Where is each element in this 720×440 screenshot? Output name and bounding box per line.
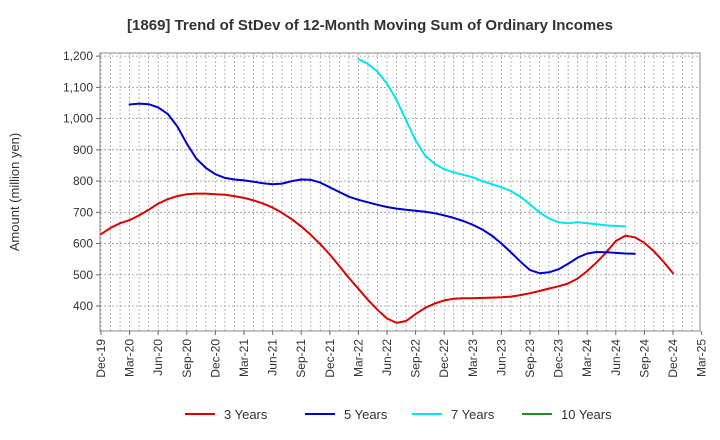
legend: 3 Years 5 Years 7 Years 10 Years — [185, 407, 612, 422]
x-axis: Dec-19 Mar-20 Jun-20 Sep-20 Dec-20 Mar-21 Jun-… — [94, 331, 709, 378]
y-tick-label: 600 — [73, 237, 93, 251]
x-tick-label: Jun-22 — [380, 339, 394, 376]
legend-label: 7 Years — [451, 407, 495, 422]
y-tick-label: 900 — [73, 143, 93, 157]
series-line — [128, 102, 636, 275]
x-tick-label: Jun-24 — [609, 339, 623, 376]
x-tick-label: Mar-20 — [123, 339, 137, 377]
chart-title: [1869] Trend of StDev of 12-Month Moving… — [127, 17, 613, 34]
x-tick-label: Jun-21 — [266, 339, 280, 376]
y-tick-label: 700 — [73, 205, 93, 219]
series-lines — [100, 58, 674, 324]
y-tick-label: 800 — [73, 174, 93, 188]
series-line — [100, 192, 674, 324]
grid-lines — [100, 53, 700, 331]
y-tick-label: 1,100 — [63, 80, 93, 94]
x-tick-label: Dec-19 — [94, 339, 108, 378]
x-tick-label: Mar-24 — [580, 339, 594, 377]
y-tick-label: 500 — [73, 268, 93, 282]
x-tick-label: Sep-20 — [180, 339, 194, 378]
x-tick-label: Mar-21 — [237, 339, 251, 377]
x-tick-label: Dec-21 — [323, 339, 337, 378]
legend-label: 5 Years — [344, 407, 388, 422]
plot-area — [100, 53, 700, 331]
y-axis-label: Amount (million yen) — [7, 133, 22, 252]
x-tick-label: Mar-23 — [466, 339, 480, 377]
legend-label: 3 Years — [224, 407, 268, 422]
y-tick-label: 1,000 — [63, 112, 93, 126]
x-tick-label: Dec-22 — [437, 339, 451, 378]
x-tick-label: Mar-25 — [695, 339, 709, 377]
x-tick-label: Mar-22 — [351, 339, 365, 377]
x-tick-label: Sep-24 — [637, 339, 651, 378]
x-tick-label: Sep-22 — [409, 339, 423, 378]
legend-label: 10 Years — [561, 407, 612, 422]
y-tick-label: 1,200 — [63, 49, 93, 63]
x-tick-label: Sep-21 — [294, 339, 308, 378]
x-tick-label: Dec-23 — [552, 339, 566, 378]
x-tick-label: Dec-24 — [666, 339, 680, 378]
x-tick-label: Sep-23 — [523, 339, 537, 378]
y-tick-label: 400 — [73, 299, 93, 313]
x-tick-label: Jun-23 — [494, 339, 508, 376]
y-axis: 400 500 600 700 800 900 1,000 1,100 1,200 — [63, 49, 100, 313]
x-tick-label: Dec-20 — [208, 339, 222, 378]
x-tick-label: Jun-20 — [151, 339, 165, 376]
series-line — [357, 58, 627, 228]
plot-border — [99, 52, 701, 332]
